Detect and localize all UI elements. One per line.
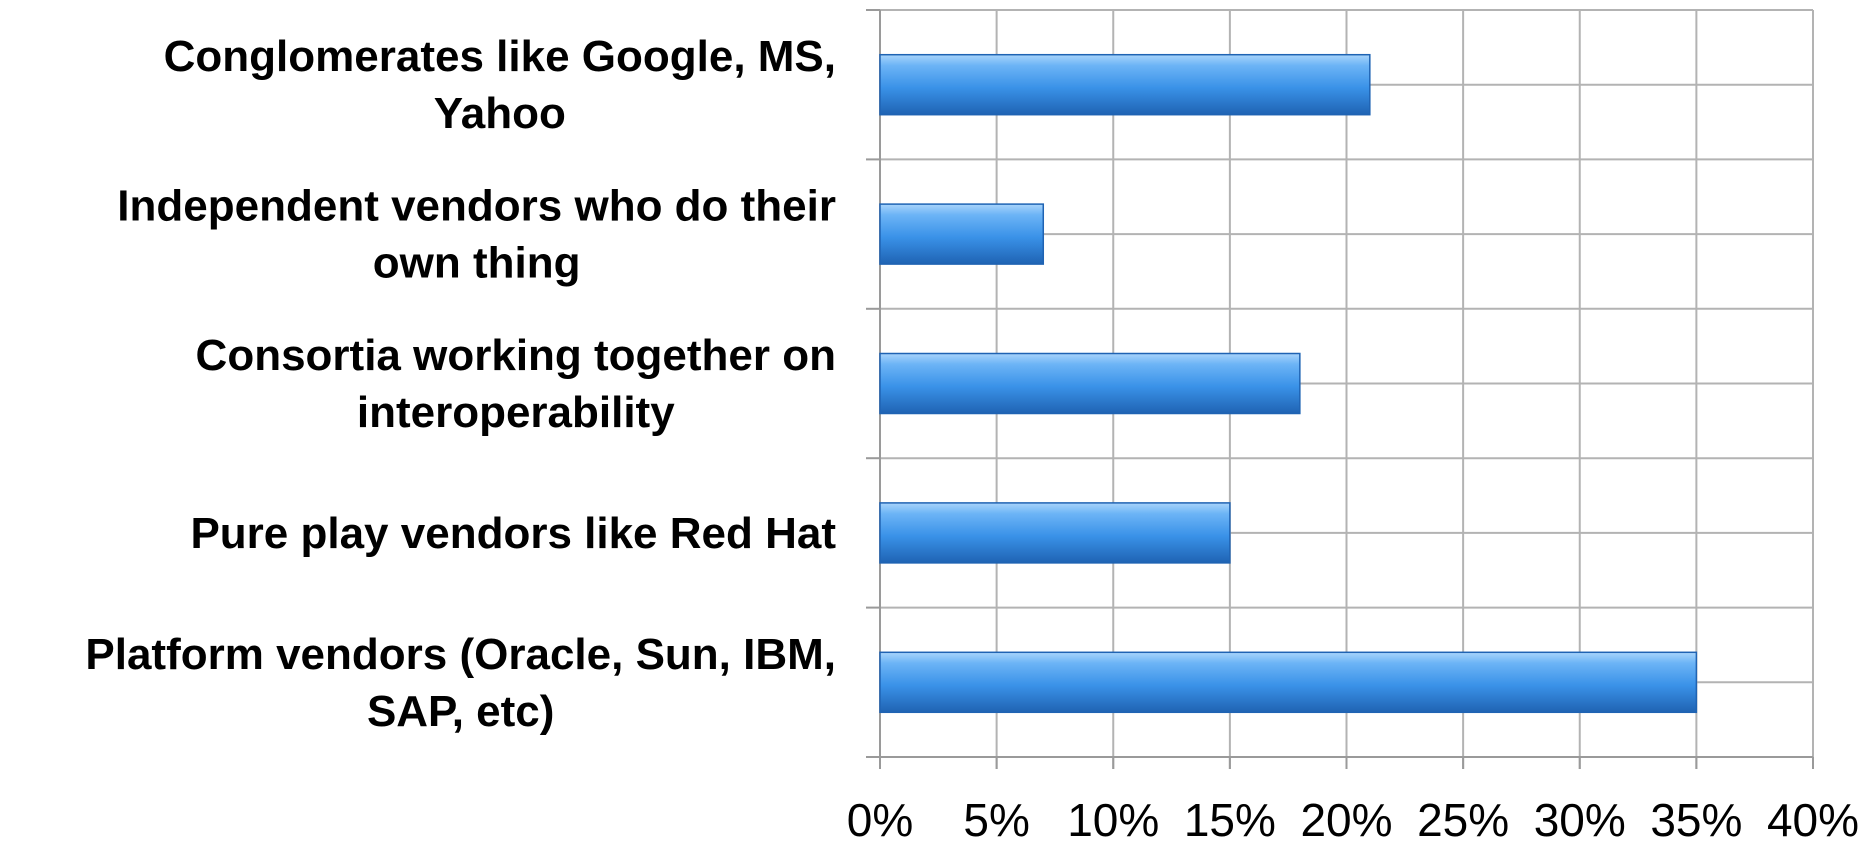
- bar: [879, 352, 1301, 415]
- bars: [879, 53, 1698, 714]
- category-labels: Conglomerates like Google, MS, Yahoo Indep…: [85, 32, 836, 736]
- axes: [866, 9, 1814, 769]
- category-label: Conglomerates like Google, MS, Yahoo: [164, 32, 836, 138]
- category-label: Platform vendors (Oracle, Sun, IBM, SAP, …: [85, 630, 836, 736]
- x-tick-label: 20%: [1300, 794, 1392, 845]
- bar: [879, 651, 1698, 714]
- x-tick-label: 40%: [1767, 794, 1859, 845]
- x-tick-label: 30%: [1534, 794, 1626, 845]
- x-tick-label: 0%: [847, 794, 913, 845]
- bar: [879, 53, 1371, 116]
- bar: [879, 203, 1045, 265]
- x-tick-label: 15%: [1184, 794, 1276, 845]
- x-tick-label: 5%: [963, 794, 1029, 845]
- category-label: Pure play vendors like Red Hat: [190, 509, 836, 558]
- category-label: Consortia working together on interoperab…: [196, 331, 836, 437]
- x-tick-labels: 0% 5% 10% 15% 20% 25% 30% 35% 40%: [847, 794, 1859, 846]
- x-tick-label: 25%: [1417, 794, 1509, 845]
- x-tick-label: 10%: [1067, 794, 1159, 845]
- bar: [879, 502, 1231, 564]
- x-tick-label: 35%: [1650, 794, 1742, 845]
- category-label: Independent vendors who do their own thin…: [117, 182, 836, 288]
